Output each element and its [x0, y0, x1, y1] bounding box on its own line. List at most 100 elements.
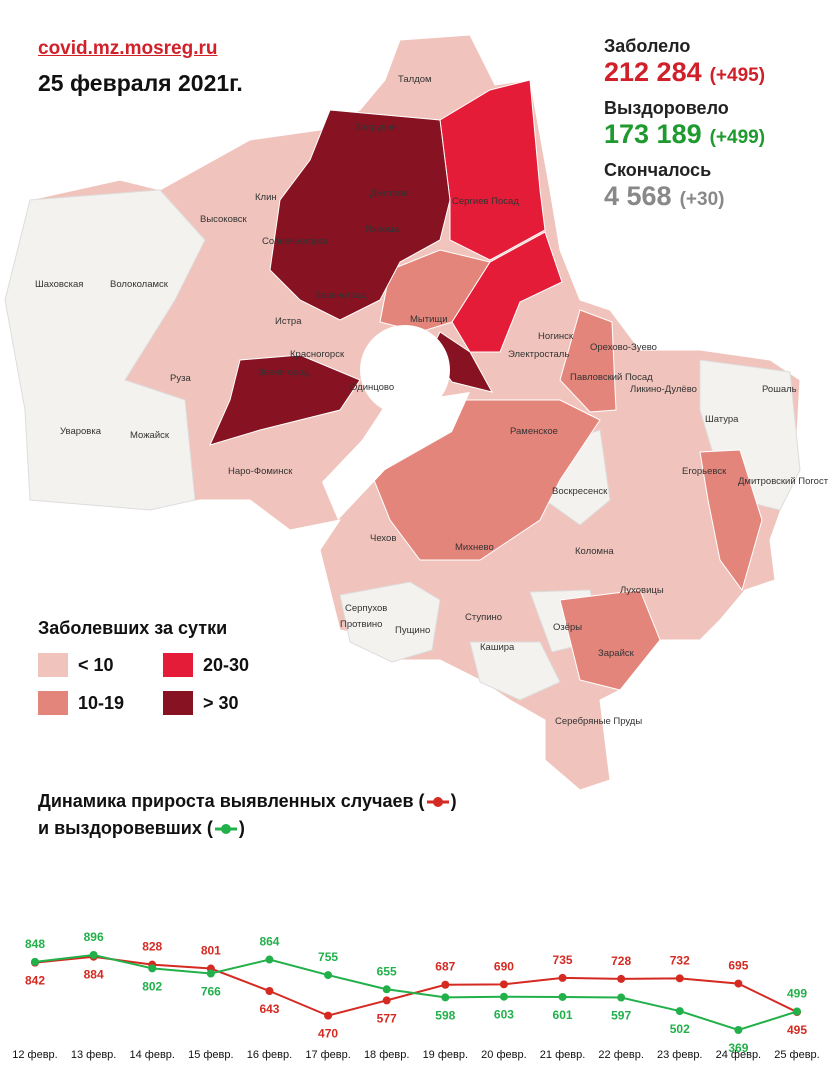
stat-row: 212 284 (+495)	[604, 57, 765, 88]
stat-delta: (+30)	[679, 189, 725, 210]
town-label: Луховицы	[620, 585, 664, 596]
data-label: 801	[201, 944, 221, 958]
chart-legend-item: и выздоровевших ()	[38, 815, 457, 842]
town-label: Мытищи	[410, 314, 448, 325]
town-label: Шаховская	[35, 279, 83, 290]
legend-label: 10-19	[78, 692, 125, 713]
town-label: Электросталь	[508, 349, 569, 360]
town-label: Павловский Посад	[570, 372, 653, 383]
data-label: 732	[670, 953, 690, 967]
town-label: Наро-Фоминск	[228, 466, 293, 477]
legend-swatch	[38, 691, 68, 715]
point	[31, 957, 39, 966]
legend-label: 20-30	[203, 654, 250, 675]
stat-label: Скончалось	[604, 160, 712, 180]
x-tick-label: 22 февр.	[598, 1049, 643, 1061]
stat: Скончалось 4 568 (+30)	[604, 160, 765, 212]
data-label: 499	[787, 986, 807, 1000]
town-label: Волоколамск	[110, 279, 169, 290]
data-label: 842	[25, 974, 45, 988]
stat: Выздоровело 173 189 (+499)	[604, 98, 765, 150]
data-label: 597	[611, 1009, 631, 1023]
town-label: Чехов	[370, 533, 396, 544]
date: 25 февраля 2021г.	[38, 70, 243, 96]
x-tick-label: 16 февр.	[247, 1049, 292, 1061]
moscow	[360, 325, 450, 415]
town-label: Истра	[275, 316, 302, 327]
x-tick-label: 25 февр.	[774, 1049, 819, 1061]
town-label: Рошаль	[762, 384, 797, 395]
data-label: 735	[553, 953, 573, 967]
legend-item: 20-30	[163, 653, 288, 677]
legend-icon	[214, 824, 237, 835]
town-label: Серпухов	[345, 603, 387, 614]
town-label: Дмитровский Погост	[738, 476, 829, 487]
x-tick-label: 24 февр.	[716, 1049, 761, 1061]
site-link[interactable]: covid.mz.mosreg.ru	[38, 38, 218, 59]
data-label: 802	[142, 979, 162, 993]
legend-icon	[426, 797, 449, 808]
town-label: Озёры	[553, 622, 582, 633]
town-label: Раменское	[510, 426, 558, 437]
data-label: 848	[25, 937, 45, 951]
data-label: 755	[318, 950, 338, 964]
point	[499, 980, 508, 989]
x-tick-label: 17 февр.	[305, 1049, 350, 1061]
data-label: 655	[377, 964, 397, 978]
legend-item: < 10	[38, 653, 163, 677]
town-label: Сергиев Посад	[452, 196, 519, 207]
town-label: Запрудня	[355, 122, 397, 133]
stat-label: Заболело	[604, 36, 691, 56]
legend: Заболевших за сутки < 10 20-30 10-19 > 30	[38, 618, 298, 715]
point	[441, 993, 450, 1002]
legend-item: > 30	[163, 691, 288, 715]
data-label: 728	[611, 954, 631, 968]
point	[324, 1011, 333, 1020]
town-label: Талдом	[398, 74, 432, 85]
data-label: 896	[84, 930, 104, 944]
x-tick-label: 19 февр.	[423, 1049, 468, 1061]
town-label: Серебряные Пруды	[555, 716, 642, 727]
region	[469, 641, 561, 701]
town-label: Протвино	[340, 619, 382, 630]
legend-label: > 30	[203, 692, 239, 713]
town-label: Солнечногорск	[262, 236, 329, 247]
town-label: Воскресенск	[552, 486, 608, 497]
legend-swatch	[38, 653, 68, 677]
line-chart: 12 февр. 13 февр. 14 февр. 15 февр. 16 февр.…	[12, 930, 819, 1061]
x-tick-label: 23 февр.	[657, 1049, 702, 1061]
town-label: Кашира	[480, 642, 515, 653]
legend-title: Заболевших за сутки	[38, 618, 228, 638]
point	[441, 980, 450, 989]
town-label: Ступино	[465, 612, 502, 623]
town-label: Клин	[255, 192, 277, 203]
x-tick-label: 21 февр.	[540, 1049, 585, 1061]
region	[699, 449, 763, 592]
town-label: Ликино-Дулёво	[630, 384, 697, 395]
data-label: 470	[318, 1027, 338, 1041]
stats: Заболело 212 284 (+495) Выздоровело 173 189 (…	[604, 36, 765, 222]
point	[382, 996, 391, 1005]
stat-row: 4 568 (+30)	[604, 181, 765, 212]
stat-value: 173 189	[604, 119, 702, 149]
point	[265, 987, 274, 996]
stat-value: 212 284	[604, 57, 702, 87]
point	[89, 951, 98, 959]
region	[339, 581, 441, 663]
stat-row: 173 189 (+499)	[604, 119, 765, 150]
town-label: Высоковск	[200, 214, 248, 225]
point	[793, 1007, 801, 1016]
town-label: Яхрома	[365, 224, 400, 235]
new-moscow	[322, 392, 470, 520]
region	[209, 354, 361, 446]
point	[499, 992, 508, 1001]
data-label: 690	[494, 959, 514, 973]
stat-value: 4 568	[604, 181, 672, 211]
data-label: 828	[142, 940, 162, 954]
stat-delta: (+499)	[709, 127, 766, 148]
point	[675, 1007, 684, 1016]
region	[269, 109, 451, 321]
region	[559, 309, 617, 413]
